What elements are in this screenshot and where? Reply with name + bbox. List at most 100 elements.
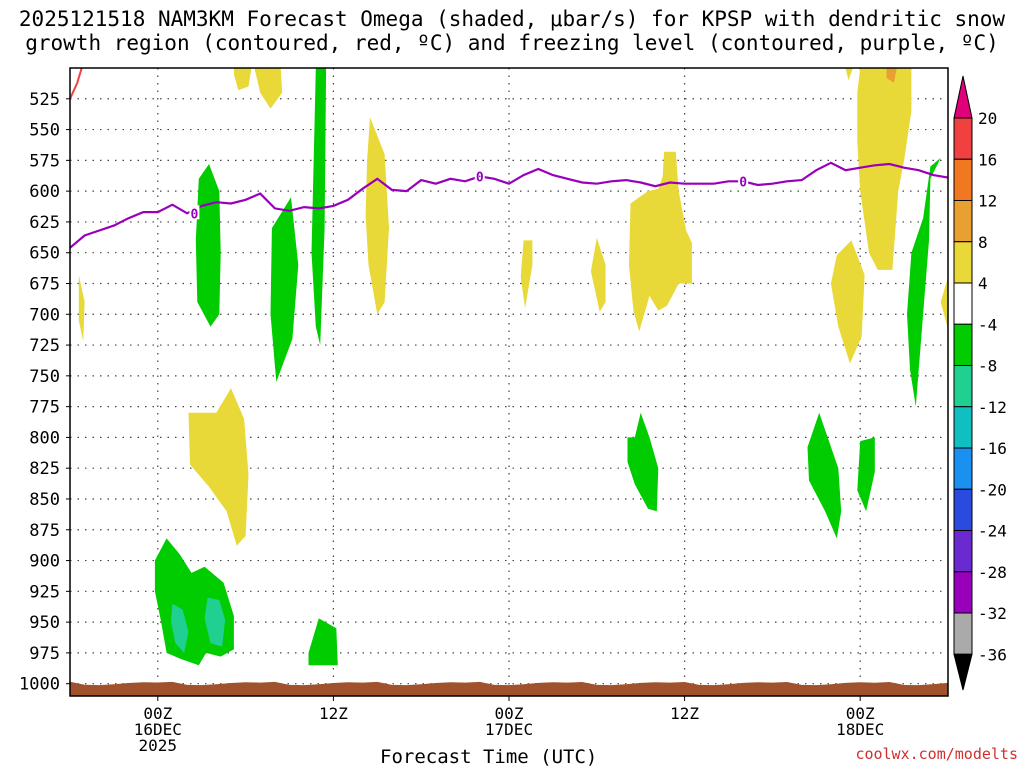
colorbar: 20 16 12 8 4 -4 -8 -12 -16 -20 -24 -28 -32 -36 xyxy=(953,75,1007,691)
y-tick-label-1000: 1000 xyxy=(19,675,60,695)
y-tick-label-675: 675 xyxy=(29,274,60,294)
freezing-label-bg-1 xyxy=(474,168,485,183)
omega-region-17 xyxy=(807,412,842,539)
freezing-label-bg-0 xyxy=(189,205,200,220)
x-tick-label-54-1: 18DEC xyxy=(836,720,884,739)
y-tick-label-925: 925 xyxy=(29,582,60,602)
colorbar-label-7: -12 xyxy=(978,398,1007,417)
colorbar-label-0: 20 xyxy=(978,109,997,128)
y-tick-label-850: 850 xyxy=(29,490,60,510)
dendritic-growth-contour xyxy=(69,67,83,100)
x-tick-label-18-0: 12Z xyxy=(319,704,348,723)
colorbar-arrow-bottom xyxy=(953,653,973,691)
omega-region-15 xyxy=(311,68,327,346)
colorbar-segment-1 xyxy=(953,158,973,201)
title-line-2: growth region (contoured, red, ºC) and f… xyxy=(25,31,999,55)
colorbar-segment-4 xyxy=(953,282,973,325)
colorbar-label-3: 8 xyxy=(978,233,988,252)
colorbar-segment-0 xyxy=(953,117,973,160)
y-tick-label-800: 800 xyxy=(29,428,60,448)
y-tick-label-550: 550 xyxy=(29,121,60,141)
omega-region-19 xyxy=(907,157,941,407)
x-tick-label-30-0: 00Z xyxy=(495,704,524,723)
x-tick-label-30-1: 17DEC xyxy=(485,720,533,739)
omega-region-11 xyxy=(940,277,948,330)
colorbar-label-13: -36 xyxy=(978,645,1007,664)
omega-region-10 xyxy=(845,68,853,81)
omega-region-7 xyxy=(830,240,865,364)
colorbar-arrow-top xyxy=(953,75,973,119)
x-tick-label-6-1: 16DEC xyxy=(134,720,182,739)
colorbar-segment-9 xyxy=(953,488,973,531)
y-tick-label-750: 750 xyxy=(29,367,60,387)
colorbar-segment-12 xyxy=(953,612,973,655)
y-tick-label-825: 825 xyxy=(29,459,60,479)
freezing-label-bg-2 xyxy=(738,173,749,188)
omega-region-8 xyxy=(857,68,912,270)
title-line-1: 2025121518 NAM3KM Forecast Omega (shaded… xyxy=(18,7,1006,31)
omega-region-18 xyxy=(857,437,875,512)
y-tick-label-875: 875 xyxy=(29,521,60,541)
colorbar-label-2: 12 xyxy=(978,192,997,211)
y-tick-label-950: 950 xyxy=(29,613,60,633)
y-tick-label-975: 975 xyxy=(29,644,60,664)
omega-region-6 xyxy=(629,151,692,332)
colorbar-label-6: -8 xyxy=(978,357,997,376)
omega-region-16 xyxy=(627,412,659,512)
omega-shading xyxy=(78,68,948,666)
omega-region-12 xyxy=(188,388,249,546)
colorbar-segment-5 xyxy=(953,323,973,366)
omega-region-22 xyxy=(171,603,189,653)
omega-region-13 xyxy=(195,164,221,327)
colorbar-label-5: -4 xyxy=(978,315,997,334)
dgz-contour-line xyxy=(69,67,83,100)
y-tick-label-625: 625 xyxy=(29,213,60,233)
y-tick-label-650: 650 xyxy=(29,244,60,264)
omega-region-1 xyxy=(254,68,283,109)
y-tick-label-575: 575 xyxy=(29,151,60,171)
colorbar-label-10: -24 xyxy=(978,522,1007,541)
colorbar-segment-3 xyxy=(953,241,973,284)
pressure-axis: 525 550 575 600 625 650 675 700 725 750 775 800 825 8… xyxy=(19,90,70,695)
x-tick-label-6-2: 2025 xyxy=(139,736,178,755)
colorbar-label-1: 16 xyxy=(978,150,997,169)
colorbar-segment-7 xyxy=(953,406,973,449)
colorbar-label-8: -16 xyxy=(978,439,1007,458)
omega-region-14 xyxy=(270,197,299,382)
freezing-level-line xyxy=(69,161,949,249)
y-tick-label-725: 725 xyxy=(29,336,60,356)
freezing-label-1: 0 xyxy=(476,170,484,185)
omega-region-5 xyxy=(590,237,606,312)
y-tick-label-600: 600 xyxy=(29,182,60,202)
omega-region-0 xyxy=(233,68,252,91)
y-tick-label-700: 700 xyxy=(29,305,60,325)
freezing-level-contour: 0 0 0 xyxy=(69,161,949,249)
y-tick-label-525: 525 xyxy=(29,90,60,110)
colorbar-label-4: 4 xyxy=(978,274,988,293)
omega-region-3 xyxy=(365,117,389,315)
omega-region-9 xyxy=(886,68,897,83)
x-axis-label: Forecast Time (UTC) xyxy=(380,746,598,768)
colorbar-label-9: -20 xyxy=(978,480,1007,499)
colorbar-label-11: -28 xyxy=(978,563,1007,582)
x-tick-label-42-0: 12Z xyxy=(670,704,699,723)
colorbar-segment-8 xyxy=(953,447,973,490)
colorbar-segment-11 xyxy=(953,571,973,614)
omega-region-2 xyxy=(78,274,85,342)
freezing-label-2: 0 xyxy=(739,175,747,190)
colorbar-label-12: -32 xyxy=(978,604,1007,623)
terrain-fill xyxy=(70,681,948,696)
omega-region-23 xyxy=(204,597,226,647)
x-tick-label-6-0: 00Z xyxy=(143,704,172,723)
credit-link[interactable]: coolwx.com/modelts xyxy=(855,745,1018,763)
y-tick-label-900: 900 xyxy=(29,552,60,572)
omega-region-4 xyxy=(520,240,533,309)
colorbar-segment-6 xyxy=(953,365,973,408)
x-tick-label-54-0: 00Z xyxy=(846,704,875,723)
y-tick-label-775: 775 xyxy=(29,398,60,418)
colorbar-segment-2 xyxy=(953,200,973,243)
freezing-label-0: 0 xyxy=(190,207,198,222)
terrain-surface xyxy=(70,681,948,696)
